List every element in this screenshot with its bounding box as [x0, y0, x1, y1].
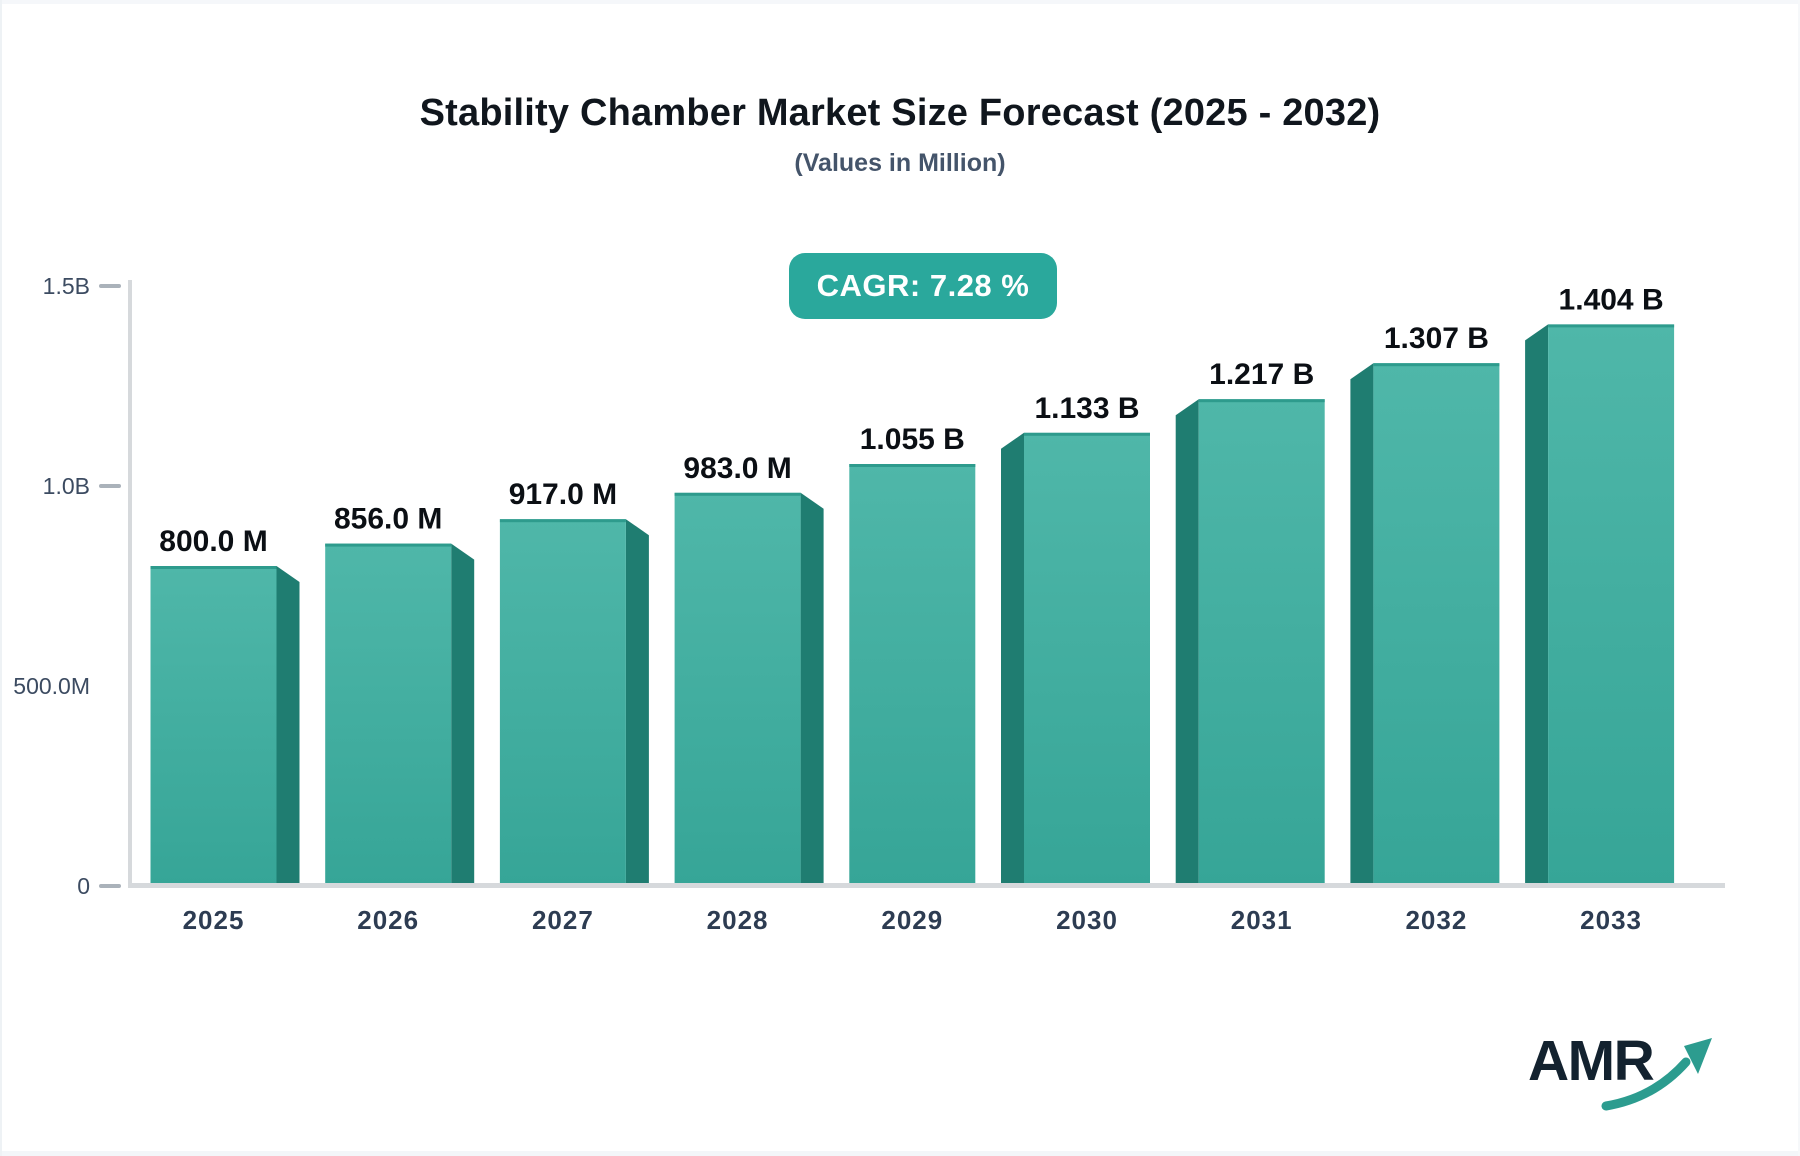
bar-top-edge	[499, 519, 626, 523]
x-axis-label: 2025	[183, 905, 245, 935]
bar-2030: 1.133 B 2030	[1001, 392, 1150, 935]
bar-value-label: 983.0 M	[683, 452, 791, 485]
bar-side-panel	[1001, 432, 1024, 886]
bar-top-edge	[1198, 399, 1325, 403]
y-tick-dash	[99, 884, 121, 888]
y-axis-label: 1.0B	[43, 473, 90, 499]
bar-face	[1198, 399, 1325, 886]
cagr-badge: CAGR: 7.28 %	[789, 253, 1057, 319]
bar-side-panel	[625, 519, 649, 886]
bar-side-panel	[1350, 363, 1374, 886]
bar-top-edge	[150, 566, 277, 569]
bar-face	[1548, 324, 1675, 886]
bar-face	[499, 519, 626, 886]
x-axis-line	[128, 883, 1725, 888]
y-tick-dash	[99, 484, 121, 488]
left-edge	[0, 0, 2, 1156]
x-axis-label: 2027	[532, 905, 594, 935]
y-axis-line	[128, 280, 132, 888]
bar-2032: 1.307 B 2032	[1350, 322, 1500, 935]
x-axis-label: 2026	[357, 905, 419, 935]
bar-face	[1024, 432, 1150, 886]
bar-2026: 856.0 M 2026	[325, 503, 475, 935]
bar-top-edge	[1548, 324, 1675, 328]
bar-value-label: 1.307 B	[1384, 322, 1489, 355]
x-axis-label: 2031	[1231, 905, 1293, 935]
x-axis-label: 2032	[1405, 905, 1467, 935]
amr-logo: AMR	[1528, 1028, 1738, 1138]
bar-top-edge	[849, 464, 976, 467]
bar-value-label: 1.217 B	[1209, 358, 1314, 391]
bar-2027: 917.0 M 2027	[499, 478, 649, 935]
top-edge	[0, 0, 1800, 4]
y-axis-label: 0	[77, 873, 90, 899]
bar-top-edge	[674, 492, 801, 496]
bottom-edge	[0, 1151, 1800, 1156]
page-title: Stability Chamber Market Size Forecast (…	[419, 92, 1381, 134]
bar-face	[150, 566, 277, 886]
bar-2028: 983.0 M 2028	[674, 452, 824, 935]
bar-side-panel	[276, 566, 300, 886]
bar-2025: 800.0 M 2025	[150, 525, 300, 935]
bar-2033: 1.404 B 2033	[1525, 283, 1675, 935]
x-axis-label: 2029	[881, 905, 943, 935]
bar-face	[325, 543, 452, 886]
bar-value-label: 917.0 M	[509, 478, 617, 511]
x-axis-label: 2033	[1580, 905, 1642, 935]
bar-side-panel	[1175, 399, 1199, 886]
bar-top-edge	[1024, 432, 1150, 436]
bar-side-panel	[451, 543, 475, 886]
bar-value-label: 856.0 M	[334, 503, 442, 536]
bar-2031: 1.217 B 2031	[1175, 358, 1325, 935]
bar-face	[1373, 363, 1500, 886]
y-tick-dash	[99, 284, 121, 288]
bar-2029: 1.055 B 2029	[849, 423, 976, 935]
bar-side-panel	[800, 492, 824, 886]
bar-value-label: 1.404 B	[1559, 283, 1664, 316]
page-subtitle: (Values in Million)	[794, 149, 1006, 177]
bar-face	[849, 464, 976, 886]
bar-side-panel	[1525, 324, 1549, 886]
bar-top-edge	[1373, 363, 1500, 367]
right-edge	[1798, 0, 1800, 1156]
logo-arrow-icon	[1601, 1038, 1712, 1111]
y-axis-label: 1.5B	[43, 273, 90, 299]
bar-value-label: 1.133 B	[1034, 392, 1139, 425]
amr-logo-text: AMR	[1528, 1029, 1655, 1093]
x-axis-label: 2030	[1056, 905, 1118, 935]
bar-value-label: 1.055 B	[860, 423, 965, 456]
y-axis-label: 500.0M	[13, 673, 90, 699]
bar-face	[674, 492, 801, 886]
x-axis-label: 2028	[707, 905, 769, 935]
bar-value-label: 800.0 M	[159, 525, 267, 558]
bar-top-edge	[325, 543, 452, 547]
